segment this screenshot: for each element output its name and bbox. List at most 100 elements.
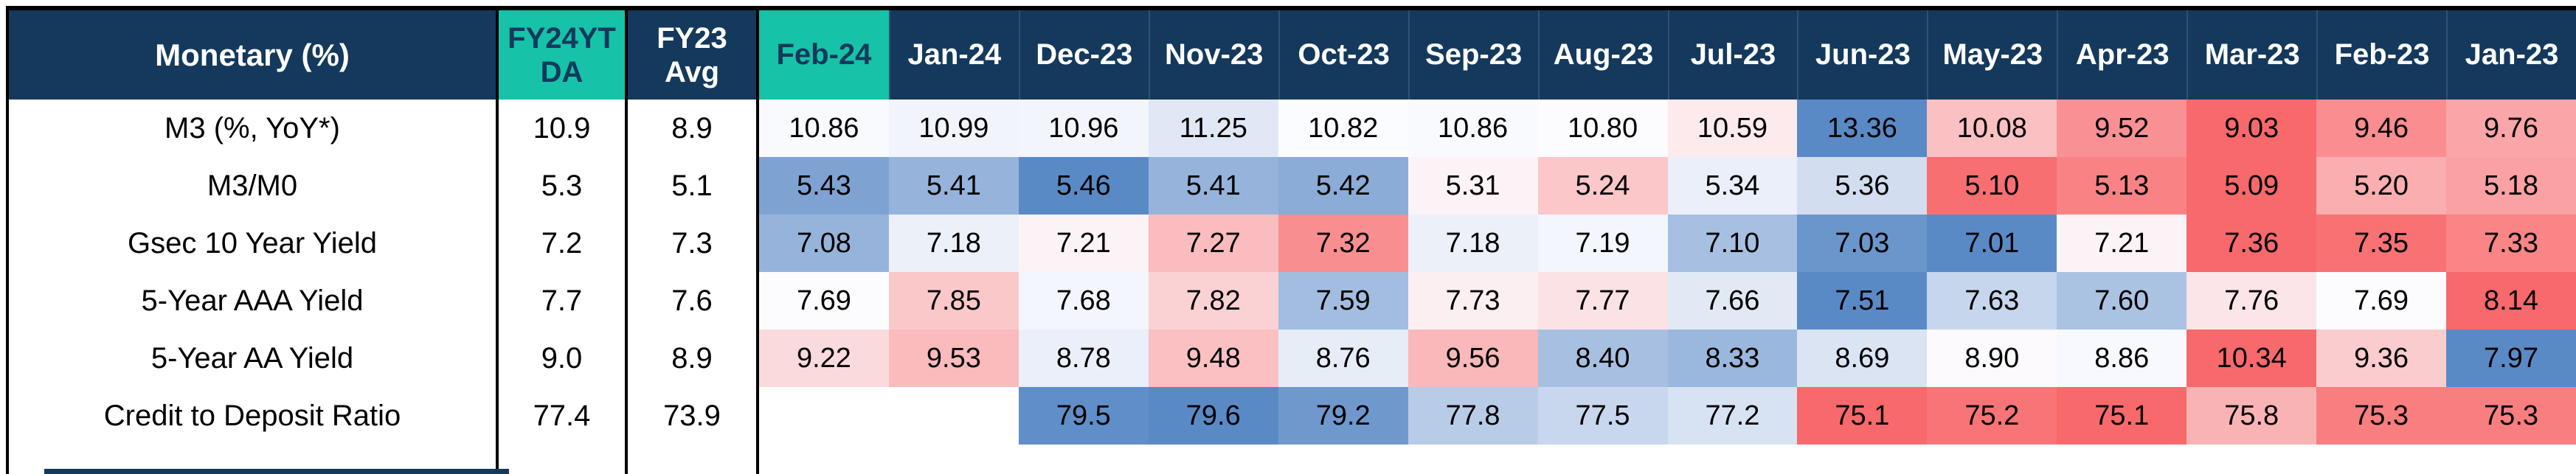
fy23-avg-value: 73.9: [628, 387, 759, 445]
heatmap-cell: 11.25: [1148, 100, 1278, 157]
heatmap-cell: 5.41: [1148, 157, 1278, 215]
heatmap-cell: 5.36: [1797, 157, 1928, 215]
table-row: Credit to Deposit Ratio 77.4 73.9 79.5 79.6 7…: [9, 387, 2576, 445]
heatmap-cell: 7.35: [2316, 215, 2447, 272]
heatmap-cell: 9.53: [888, 330, 1019, 387]
heatmap-cell: 7.59: [1278, 272, 1408, 330]
heatmap-cell: 75.8: [2187, 387, 2317, 445]
heatmap-cell: 10.86: [1408, 100, 1538, 157]
fy24ytda-value: 9.0: [499, 330, 628, 387]
table-row: M3/M0 5.3 5.1 5.43 5.41 5.46 5.41 5.42 5.31 5.24 5…: [9, 157, 2576, 215]
heatmap-cell: 5.18: [2446, 157, 2576, 215]
heatmap-cell: 7.36: [2187, 215, 2317, 272]
heatmap-cell: 7.01: [1927, 215, 2057, 272]
month-column-header: Dec-23: [1018, 10, 1149, 100]
heatmap-cell: 5.41: [888, 157, 1019, 215]
month-column-header: Aug-23: [1537, 10, 1668, 100]
heatmap-cell: 7.18: [1408, 215, 1538, 272]
table-title-label: Monetary (%): [155, 37, 350, 72]
heatmap-cell: 8.14: [2446, 272, 2576, 330]
heatmap-cell: 10.80: [1537, 100, 1668, 157]
heatmap-cell: 5.10: [1927, 157, 2057, 215]
month-column-header: Oct-23: [1278, 10, 1408, 100]
next-section-header-partial: [44, 469, 509, 474]
heatmap-cell: 77.2: [1667, 387, 1798, 445]
heatmap-cell: 13.36: [1797, 100, 1928, 157]
heatmap-cell: 75.3: [2316, 387, 2447, 445]
heatmap-cell: 7.60: [2057, 272, 2187, 330]
header-row: Monetary (%) FY24YT DA FY23 Avg Feb-24 Ja…: [9, 10, 2576, 100]
table-left-border-extension: [6, 445, 9, 474]
month-column-header: Jan-23: [2446, 10, 2576, 100]
heatmap-cell: 9.48: [1148, 330, 1278, 387]
heatmap-cell: 79.5: [1018, 387, 1149, 445]
heatmap-cell: 5.43: [759, 157, 889, 215]
fy23-avg-value: 8.9: [628, 330, 759, 387]
heatmap-cell: 7.08: [759, 215, 889, 272]
heatmap-cell: 7.63: [1927, 272, 2057, 330]
heatmap-cell: 5.34: [1667, 157, 1798, 215]
heatmap-cell: 7.32: [1278, 215, 1408, 272]
heatmap-cell: 75.3: [2446, 387, 2576, 445]
heatmap-cell: 7.19: [1537, 215, 1668, 272]
heatmap-cell: 7.21: [2057, 215, 2187, 272]
heatmap-cell: 7.21: [1018, 215, 1149, 272]
row-label: M3/M0: [9, 157, 499, 215]
table-row: Gsec 10 Year Yield 7.2 7.3 7.08 7.18 7.21 7.27…: [9, 215, 2576, 272]
heatmap-cell: 7.68: [1018, 272, 1149, 330]
month-column-header: Nov-23: [1148, 10, 1278, 100]
fy24ytda-value: 7.2: [499, 215, 628, 272]
table-row: 5-Year AAA Yield 7.7 7.6 7.69 7.85 7.68 7.82 7.…: [9, 272, 2576, 330]
fy24-col-border-extension: [625, 445, 628, 474]
col-header-fy24ytda: FY24YT DA: [499, 10, 628, 100]
monetary-heatmap-table: Monetary (%) FY24YT DA FY23 Avg Feb-24 Ja…: [6, 6, 2576, 445]
month-column-header: Jul-23: [1667, 10, 1798, 100]
heatmap-cell: 9.52: [2057, 100, 2187, 157]
heatmap-cell: 5.13: [2057, 157, 2187, 215]
month-column-header: May-23: [1927, 10, 2057, 100]
heatmap-cell: 5.09: [2187, 157, 2317, 215]
heatmap-cell: 7.85: [888, 272, 1019, 330]
heatmap-cell: 7.18: [888, 215, 1019, 272]
fy23-avg-value: 5.1: [628, 157, 759, 215]
heatmap-cell: 77.5: [1537, 387, 1668, 445]
fy24ytda-value: 5.3: [499, 157, 628, 215]
heatmap-cell: 7.69: [2316, 272, 2447, 330]
fy23-avg-value: 7.6: [628, 272, 759, 330]
heatmap-cell: 79.2: [1278, 387, 1408, 445]
heatmap-cell: 10.34: [2187, 330, 2317, 387]
heatmap-cell: 10.82: [1278, 100, 1408, 157]
month-column-header: Mar-23: [2187, 10, 2317, 100]
heatmap-cell: 7.77: [1537, 272, 1668, 330]
row-label: 5-Year AAA Yield: [9, 272, 499, 330]
month-column-header: Jun-23: [1797, 10, 1928, 100]
heatmap-cell: 7.97: [2446, 330, 2576, 387]
heatmap-cell: 8.86: [2057, 330, 2187, 387]
heatmap-cell: 75.1: [2057, 387, 2187, 445]
month-column-header: Sep-23: [1408, 10, 1538, 100]
fy24ytda-value: 77.4: [499, 387, 628, 445]
fy23-line1: FY23: [657, 21, 727, 55]
fy24ytda-value: 7.7: [499, 272, 628, 330]
fy24ytda-line2: DA: [540, 55, 584, 88]
table-row: 5-Year AA Yield 9.0 8.9 9.22 9.53 8.78 9.48 8.7…: [9, 330, 2576, 387]
heatmap-cell: 7.33: [2446, 215, 2576, 272]
heatmap-cell: 9.03: [2187, 100, 2317, 157]
heatmap-cell: 7.73: [1408, 272, 1538, 330]
table-row: M3 (%, YoY*) 10.9 8.9 10.86 10.99 10.96 11.25 1…: [9, 100, 2576, 157]
heatmap-cell: 8.69: [1797, 330, 1928, 387]
heatmap-cell: 7.76: [2187, 272, 2317, 330]
col-header-fy23-avg: FY23 Avg: [628, 10, 759, 100]
row-label: M3 (%, YoY*): [9, 100, 499, 157]
heatmap-cell: 5.42: [1278, 157, 1408, 215]
month-column-header: Jan-24: [888, 10, 1019, 100]
heatmap-cell: [888, 387, 1019, 445]
heatmap-cell: 9.76: [2446, 100, 2576, 157]
table-body: M3 (%, YoY*) 10.9 8.9 10.86 10.99 10.96 11.25 1…: [9, 100, 2576, 445]
fy23-avg-value: 8.9: [628, 100, 759, 157]
fy23-line2: Avg: [664, 55, 720, 88]
heatmap-cell: 8.76: [1278, 330, 1408, 387]
heatmap-cell: 5.20: [2316, 157, 2447, 215]
heatmap-cell: 7.82: [1148, 272, 1278, 330]
month-column-header: Feb-23: [2316, 10, 2447, 100]
